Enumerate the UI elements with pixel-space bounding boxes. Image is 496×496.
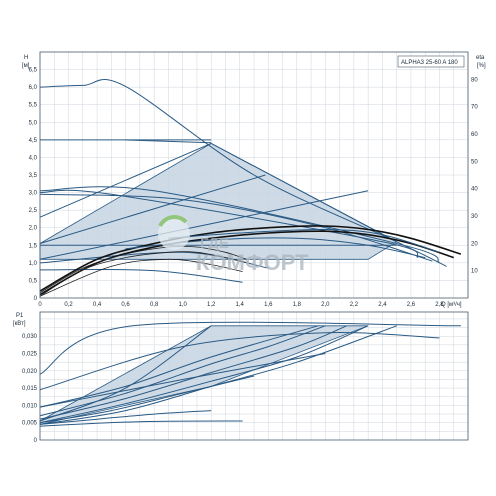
head-curve-10: [39, 268, 243, 283]
power-curve-4: [39, 325, 326, 417]
power-chart-frame: [39, 311, 469, 441]
power-tick-label: 0,020: [22, 369, 38, 375]
head-tick-label: 6,5: [29, 68, 38, 74]
eta-tick-label: 10: [471, 269, 478, 275]
head-curve-6: [39, 142, 212, 218]
flow-tick-label: 0,2: [64, 302, 73, 308]
power-tick-label: 0,025: [22, 352, 38, 358]
power-axis-unit: [кВт]: [13, 321, 26, 327]
head-tick-label: 4,0: [29, 155, 38, 161]
flow-tick-label: 1,6: [264, 302, 273, 308]
power-tick-label: 0,015: [22, 386, 38, 392]
eta-tick-label: 60: [471, 132, 478, 138]
head-frame-rect: [39, 51, 469, 299]
power-curve-6: [39, 325, 369, 424]
head-curve-13: [210, 142, 397, 243]
eta-tick-label: 20: [471, 241, 478, 247]
power-tick-label: 0,030: [22, 334, 38, 340]
model-title-box: [397, 55, 465, 68]
power-curve-7: [39, 325, 212, 422]
flow-tick-label: 2,6: [407, 302, 416, 308]
head-tick-label: 4,5: [29, 138, 38, 144]
power-curve-10: [39, 410, 212, 425]
power-curve-1: [39, 321, 461, 375]
head-axis-unit: [м]: [22, 63, 30, 69]
head-tick-label: 1,5: [29, 243, 38, 249]
flow-tick-label: 2,8: [435, 302, 444, 308]
head-curve-9: [39, 251, 269, 269]
power-chart-labels: P1 [кВт] 0 0,005 0,010 0,015 0,020 0,025 0,030: [13, 313, 38, 444]
watermark-line1: ГДЕ: [200, 235, 229, 252]
head-tick-label: 0: [34, 296, 38, 302]
watermark-line2: КОМФОРТ: [196, 250, 309, 275]
head-tick-label: 3,5: [29, 173, 38, 179]
eta-axis-unit: [%]: [477, 63, 486, 69]
flow-tick-label: 1,0: [178, 302, 187, 308]
eta-tick-label: 80: [471, 77, 478, 83]
watermark-logo-arc: [158, 215, 188, 228]
power-curve-5: [39, 325, 347, 420]
head-tick-label: 1,0: [29, 261, 38, 267]
head-tick-label: 2,0: [29, 226, 38, 232]
head-curve-11: [39, 190, 369, 260]
flow-tick-label: 1,4: [236, 302, 245, 308]
head-chart-frame: [39, 51, 469, 299]
power-curve-3: [39, 325, 319, 408]
power-frame-rect: [39, 311, 469, 441]
model-title: ALPHA3 25-60 A 180: [401, 60, 458, 66]
flow-tick-label: 1,2: [207, 302, 216, 308]
head-tick-label: 3,0: [29, 191, 38, 197]
power-curve-2: [39, 332, 440, 391]
flow-tick-label: 0,4: [93, 302, 102, 308]
flow-tick-label: 1,8: [293, 302, 302, 308]
head-curve-14: [39, 225, 462, 292]
flow-tick-label: 0: [38, 302, 42, 308]
power-tick-label: 0,010: [22, 403, 38, 409]
head-curves: [39, 79, 462, 297]
head-tick-label: 5,5: [29, 103, 38, 109]
flow-tick-label: 0,6: [121, 302, 130, 308]
flow-tick-label: 0,8: [150, 302, 159, 308]
head-curve-18: [39, 258, 243, 297]
power-curve-11: [39, 420, 243, 427]
power-curves: [39, 321, 461, 427]
flow-tick-label: 2,0: [321, 302, 330, 308]
power-curve-12: [39, 353, 326, 408]
flow-axis-label: Q [м³/ч]: [441, 302, 462, 308]
head-curve-5: [39, 189, 419, 259]
flow-tick-label: 2,4: [378, 302, 387, 308]
head-tick-label: 0,5: [29, 278, 38, 284]
flow-tick-label: 2,2: [350, 302, 359, 308]
eta-tick-label: 40: [471, 187, 478, 193]
watermark-logo-icon: [158, 218, 190, 250]
head-chart-labels: H [м] eta [%] ALPHA3 25-60 A 180 Q [м³/ч…: [22, 55, 486, 308]
eta-tick-label: 50: [471, 159, 478, 165]
head-curve-7: [39, 174, 266, 244]
head-tick-label: 2,5: [29, 208, 38, 214]
head-tick-label: 6,0: [29, 85, 38, 91]
head-curve-19: [168, 228, 440, 253]
power-tick-label: 0,005: [22, 421, 38, 427]
head-axis-label: H: [24, 55, 28, 61]
head-curve-17: [39, 251, 247, 297]
power-curve-9: [39, 375, 255, 424]
power-axis-label: P1: [16, 313, 24, 319]
head-curve-12: [125, 139, 212, 144]
head-curve-3: [39, 186, 440, 264]
head-tick-label: 5,0: [29, 120, 38, 126]
head-curve-4: [39, 193, 433, 262]
eta-axis-label: eta: [476, 55, 485, 61]
eta-tick-label: 30: [471, 214, 478, 220]
eta-tick-label: 70: [471, 105, 478, 111]
watermark: ГДЕ КОМФОРТ: [158, 215, 309, 275]
power-tick-label: 0: [34, 438, 38, 444]
